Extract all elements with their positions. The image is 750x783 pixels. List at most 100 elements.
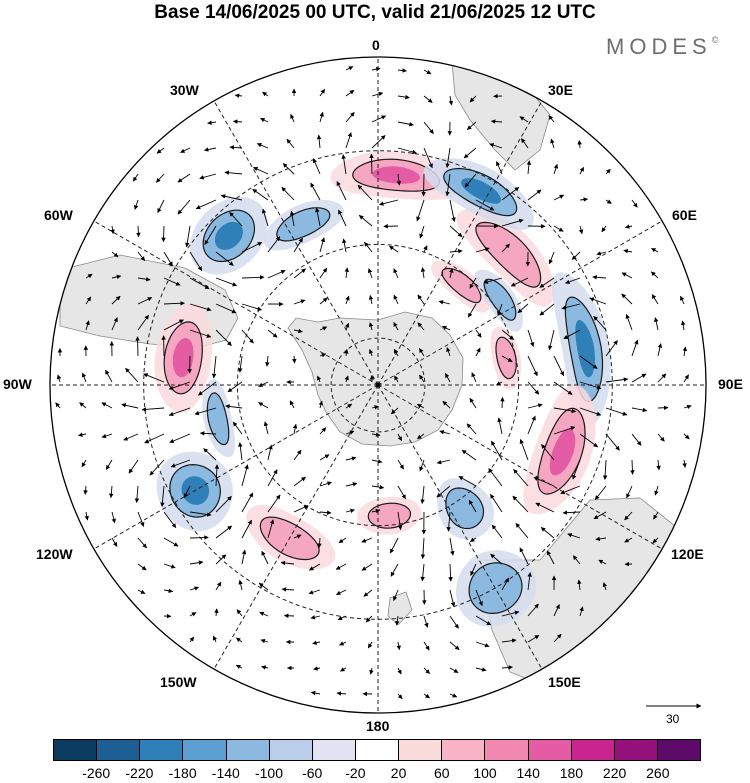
wind-arrow [626,485,633,499]
wind-arrow [292,355,297,364]
wind-arrow [449,589,456,608]
wind-arrow [101,433,113,439]
wind-arrow [449,641,460,651]
wind-arrow [335,563,347,570]
wind-arrow [290,113,295,123]
negative-anomaly-14 [202,379,236,458]
lon-label-90e: 90E [718,376,743,392]
wind-arrow [335,589,347,596]
wind-arrow [316,375,322,383]
colorbar-tick-label: 180 [559,765,584,781]
wind-arrow [421,173,426,197]
wind-arrow [589,297,607,305]
wind-arrow [605,407,628,416]
wind-arrow [683,404,692,410]
wind-arrow [631,407,648,413]
wind-arrow [241,492,254,513]
wind-arrow [470,563,477,576]
copyright-mark: © [711,34,719,45]
wind-arrow [238,355,243,373]
wind-arrow [224,170,243,175]
wind-arrow [180,147,191,153]
wind-arrow [169,433,191,444]
wind-arrow [466,121,477,130]
wind-arrow [225,404,243,409]
wind-arrow [163,511,177,529]
lon-label-150e: 150E [548,674,581,690]
wind-arrow [420,537,426,559]
wind-arrow [315,207,321,227]
wind-arrow [475,667,487,672]
wind-arrow [527,189,542,201]
wind-arrow [657,373,667,383]
colorbar-segment [442,740,486,760]
brand-logo: MODES© [606,34,718,60]
wind-arrow [369,153,374,175]
wind-arrow [605,168,611,175]
negative-anomaly-16 [189,196,268,275]
wind-arrow [397,121,414,127]
wind-arrow [189,636,195,643]
wind-arrow [338,537,347,544]
wind-arrow [241,464,249,487]
wind-arrow [253,166,269,175]
wind-arrow [203,448,217,461]
wind-arrow [256,143,269,149]
lon-label-0: 0 [372,37,380,53]
wind-arrow [466,423,477,435]
wind-arrow [371,405,379,410]
wind-arrow [55,402,61,409]
wind-arrow [467,303,477,318]
wind-arrow [579,606,584,617]
wind-arrow [149,459,165,476]
wind-arrow [579,407,602,416]
wind-arrow [265,355,270,367]
wind-arrow [630,459,635,475]
wind-arrow [449,537,455,556]
wind-arrow [596,251,607,256]
wind-arrow [189,511,212,517]
wind-arrow [368,322,374,331]
wind-arrow [512,495,529,513]
meridian-line [377,384,543,670]
wind-arrow [595,536,607,542]
wind-arrow [438,300,451,305]
wind-arrow [79,402,87,409]
wind-arrow [183,485,191,499]
map-title: Base 14/06/2025 00 UTC, valid 21/06/2025… [154,2,596,23]
wind-arrow [416,199,425,222]
wind-arrow [439,430,451,435]
wind-arrow [397,433,403,442]
wind-arrow [345,89,355,97]
wind-arrow [195,199,217,210]
wind-arrow [121,403,139,409]
colorbar-tick-label: -220 [125,765,154,781]
wind-arrow [110,225,115,235]
wind-arrow [262,91,269,97]
wind-arrow [160,485,165,508]
colorbar-segment [614,740,658,760]
negative-anomaly-9 [456,550,537,627]
wind-arrow [371,66,381,72]
wind-arrow [562,510,581,515]
wind-arrow [397,667,402,675]
wind-arrow [282,163,295,175]
wind-arrow [319,237,326,253]
wind-arrow [567,533,581,539]
wind-arrow [56,374,62,383]
wind-arrow [393,348,399,357]
wind-arrow [361,563,373,571]
wind-arrow [680,320,686,331]
wind-arrow [553,426,576,435]
wind-arrow [189,612,197,617]
colorbar-tick-label: -20 [345,765,366,781]
wind-arrow [471,372,477,383]
meridian-line [377,220,663,386]
wind-arrow [345,111,355,123]
wind-arrow [624,511,633,521]
wind-arrow [189,586,200,591]
colorbar-segment [485,740,529,760]
wind-arrow [579,433,599,448]
wind-arrow [292,423,298,435]
wind-arrow [419,348,425,357]
